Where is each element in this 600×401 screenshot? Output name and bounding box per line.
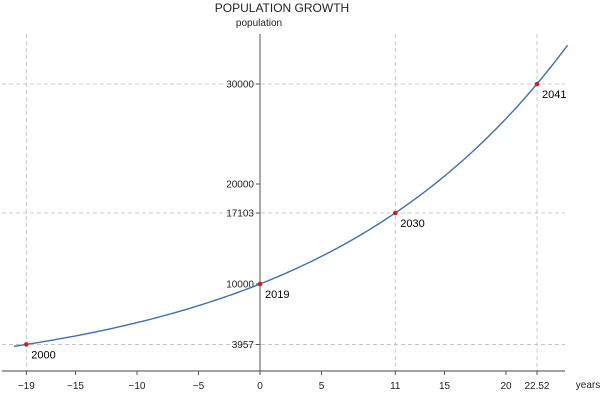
data-point xyxy=(257,281,263,287)
y-tick-label: 20000 xyxy=(226,180,254,191)
chart-title: POPULATION GROWTH xyxy=(215,1,349,15)
data-points: 2000 2019 2030 2041 xyxy=(24,81,566,361)
curve-layer xyxy=(13,44,569,348)
data-point-label: 2019 xyxy=(265,289,289,301)
data-point-label: 2030 xyxy=(400,218,424,230)
x-axis-title: years xyxy=(576,380,600,391)
y-axis-title: population xyxy=(236,18,282,29)
series-line xyxy=(13,44,569,348)
x-tick-label: 11 xyxy=(390,381,401,392)
y-tick-label: 17103 xyxy=(226,208,254,219)
x-tick-label: −5 xyxy=(193,381,205,392)
y-tick-label: 3957 xyxy=(232,340,255,351)
x-tick-label: 5 xyxy=(319,381,325,392)
x-tick-label: 15 xyxy=(439,381,451,392)
data-point-label: 2000 xyxy=(31,349,55,361)
x-tick-label: 20 xyxy=(500,381,512,392)
data-point xyxy=(24,342,29,347)
x-tick-label: 0 xyxy=(257,381,263,392)
y-tick-label: 10000 xyxy=(226,280,254,291)
data-point xyxy=(534,81,540,87)
data-point-label: 2041 xyxy=(542,89,566,101)
x-tick-label: 22.52 xyxy=(524,381,549,392)
x-tick-label: −10 xyxy=(129,381,146,392)
x-tick-label: −15 xyxy=(67,381,84,392)
guide-lines xyxy=(2,34,565,371)
axes: −19 −15 −10 −5 0 5 11 15 20 22.523957100001710320… xyxy=(2,34,565,392)
data-point xyxy=(393,210,398,216)
y-tick-label: 30000 xyxy=(226,80,254,91)
x-tick-label: −19 xyxy=(18,381,35,392)
